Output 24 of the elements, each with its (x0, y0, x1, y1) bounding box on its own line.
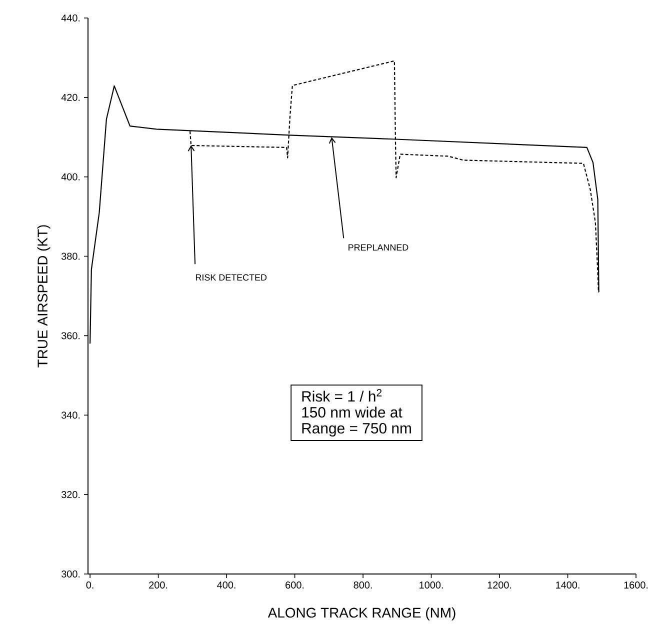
y-tick-label: 400. (61, 173, 80, 180)
x-axis-title: ALONG TRACK RANGE (NM) (268, 607, 456, 620)
y-tick-label: 360. (61, 332, 80, 340)
x-tick-label: 200. (149, 582, 168, 589)
y-tick-label: 340. (61, 412, 80, 419)
y-tick-label: 420. (61, 94, 80, 101)
x-tick-label: 1400. (556, 582, 580, 589)
y-tick-label: 320. (61, 491, 80, 498)
y-tick-label: 440. (61, 14, 80, 22)
annotation: Range = 750 nm (302, 422, 411, 436)
annotation: PREPLANNED (348, 244, 408, 251)
y-tick-label: 300. (61, 570, 80, 578)
x-tick-label: 600. (286, 582, 304, 589)
x-tick-label: 1200. (488, 582, 512, 589)
x-tick-label: 400. (217, 582, 236, 589)
annotation: RISK DETECTED (196, 274, 267, 281)
x-tick-label: 0. (86, 582, 94, 589)
x-tick-label: 1600. (624, 582, 648, 589)
x-tick-label: 800. (354, 582, 372, 589)
y-axis-title: TRUE AIRSPEED (KT) (37, 225, 50, 368)
annotation: Risk = 1 / h$^{2}$ (302, 389, 382, 402)
y-tick-label: 380. (61, 252, 80, 260)
x-tick-label: 1000. (420, 582, 443, 589)
annotation: 150 nm wide at (302, 406, 402, 418)
